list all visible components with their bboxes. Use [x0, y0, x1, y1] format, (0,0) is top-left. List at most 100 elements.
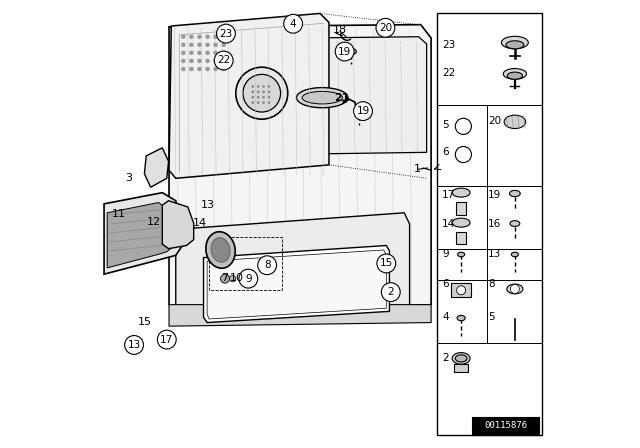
Text: 00115876: 00115876: [484, 421, 527, 430]
Ellipse shape: [302, 91, 342, 104]
Polygon shape: [163, 201, 194, 249]
Ellipse shape: [211, 238, 230, 262]
Text: 8: 8: [488, 280, 495, 289]
Circle shape: [221, 274, 230, 283]
Circle shape: [243, 74, 280, 112]
Polygon shape: [169, 13, 329, 178]
Circle shape: [239, 269, 258, 288]
Circle shape: [189, 43, 194, 47]
Ellipse shape: [457, 315, 465, 321]
Ellipse shape: [511, 252, 518, 257]
Text: 19: 19: [356, 106, 370, 116]
Circle shape: [221, 51, 226, 55]
Circle shape: [252, 101, 254, 104]
Circle shape: [197, 67, 202, 71]
Circle shape: [257, 90, 259, 93]
Text: 23: 23: [442, 40, 456, 50]
Text: 2: 2: [442, 353, 449, 363]
Circle shape: [377, 254, 396, 273]
Text: 4: 4: [442, 312, 449, 322]
Circle shape: [258, 256, 276, 275]
Circle shape: [213, 34, 218, 39]
Text: 6: 6: [442, 280, 449, 289]
Polygon shape: [207, 250, 387, 319]
Circle shape: [455, 118, 472, 134]
Circle shape: [268, 90, 270, 93]
Ellipse shape: [455, 355, 467, 362]
Text: 19: 19: [488, 190, 501, 200]
Circle shape: [511, 284, 520, 293]
Text: 3: 3: [125, 173, 132, 183]
Ellipse shape: [508, 72, 522, 79]
Ellipse shape: [206, 232, 236, 268]
Text: 5: 5: [442, 120, 449, 129]
Circle shape: [268, 101, 270, 104]
Circle shape: [181, 43, 186, 47]
Ellipse shape: [507, 284, 523, 294]
Polygon shape: [107, 202, 174, 268]
Text: 20: 20: [488, 116, 501, 126]
Circle shape: [221, 34, 226, 39]
Text: 10: 10: [230, 273, 244, 283]
Circle shape: [257, 96, 259, 99]
Polygon shape: [173, 37, 427, 156]
Text: 22: 22: [442, 68, 456, 78]
Text: 20: 20: [379, 23, 392, 33]
Circle shape: [189, 34, 194, 39]
Circle shape: [181, 59, 186, 63]
Circle shape: [257, 101, 259, 104]
Ellipse shape: [510, 220, 520, 226]
Text: 18: 18: [333, 26, 348, 35]
Text: 9: 9: [442, 250, 449, 259]
Circle shape: [205, 34, 210, 39]
Circle shape: [205, 51, 210, 55]
Text: 8: 8: [264, 260, 271, 270]
Text: 21: 21: [333, 93, 349, 103]
Circle shape: [262, 90, 265, 93]
Text: 6: 6: [442, 147, 449, 157]
Circle shape: [197, 59, 202, 63]
Circle shape: [353, 102, 372, 121]
Circle shape: [236, 67, 288, 119]
Circle shape: [213, 43, 218, 47]
Ellipse shape: [503, 69, 527, 79]
Polygon shape: [104, 193, 183, 274]
Bar: [456, 202, 467, 215]
Text: 4: 4: [290, 19, 296, 29]
Bar: [437, 13, 541, 435]
Text: 22: 22: [217, 56, 230, 65]
Text: 17: 17: [442, 190, 456, 200]
Ellipse shape: [458, 252, 465, 257]
Text: 17: 17: [160, 335, 173, 345]
Circle shape: [456, 286, 466, 295]
Circle shape: [262, 85, 265, 88]
Circle shape: [268, 85, 270, 88]
Text: 5: 5: [488, 312, 495, 322]
Circle shape: [230, 276, 236, 282]
Circle shape: [181, 34, 186, 39]
Ellipse shape: [502, 36, 529, 49]
Circle shape: [189, 67, 194, 71]
Bar: [454, 364, 468, 372]
Circle shape: [181, 67, 186, 71]
Circle shape: [205, 67, 210, 71]
Text: 1: 1: [414, 164, 421, 174]
Circle shape: [216, 24, 236, 43]
Bar: [451, 283, 471, 297]
Circle shape: [262, 96, 265, 99]
Circle shape: [189, 51, 194, 55]
Circle shape: [252, 96, 254, 99]
Circle shape: [252, 85, 254, 88]
Circle shape: [213, 51, 218, 55]
Ellipse shape: [504, 115, 525, 129]
Circle shape: [197, 34, 202, 39]
Polygon shape: [145, 148, 168, 187]
Circle shape: [252, 90, 254, 93]
Text: 13: 13: [127, 340, 141, 350]
Text: 14: 14: [442, 219, 456, 229]
Circle shape: [284, 14, 303, 33]
Circle shape: [189, 59, 194, 63]
Text: 9: 9: [245, 274, 252, 284]
Circle shape: [376, 18, 395, 37]
Polygon shape: [169, 25, 431, 318]
